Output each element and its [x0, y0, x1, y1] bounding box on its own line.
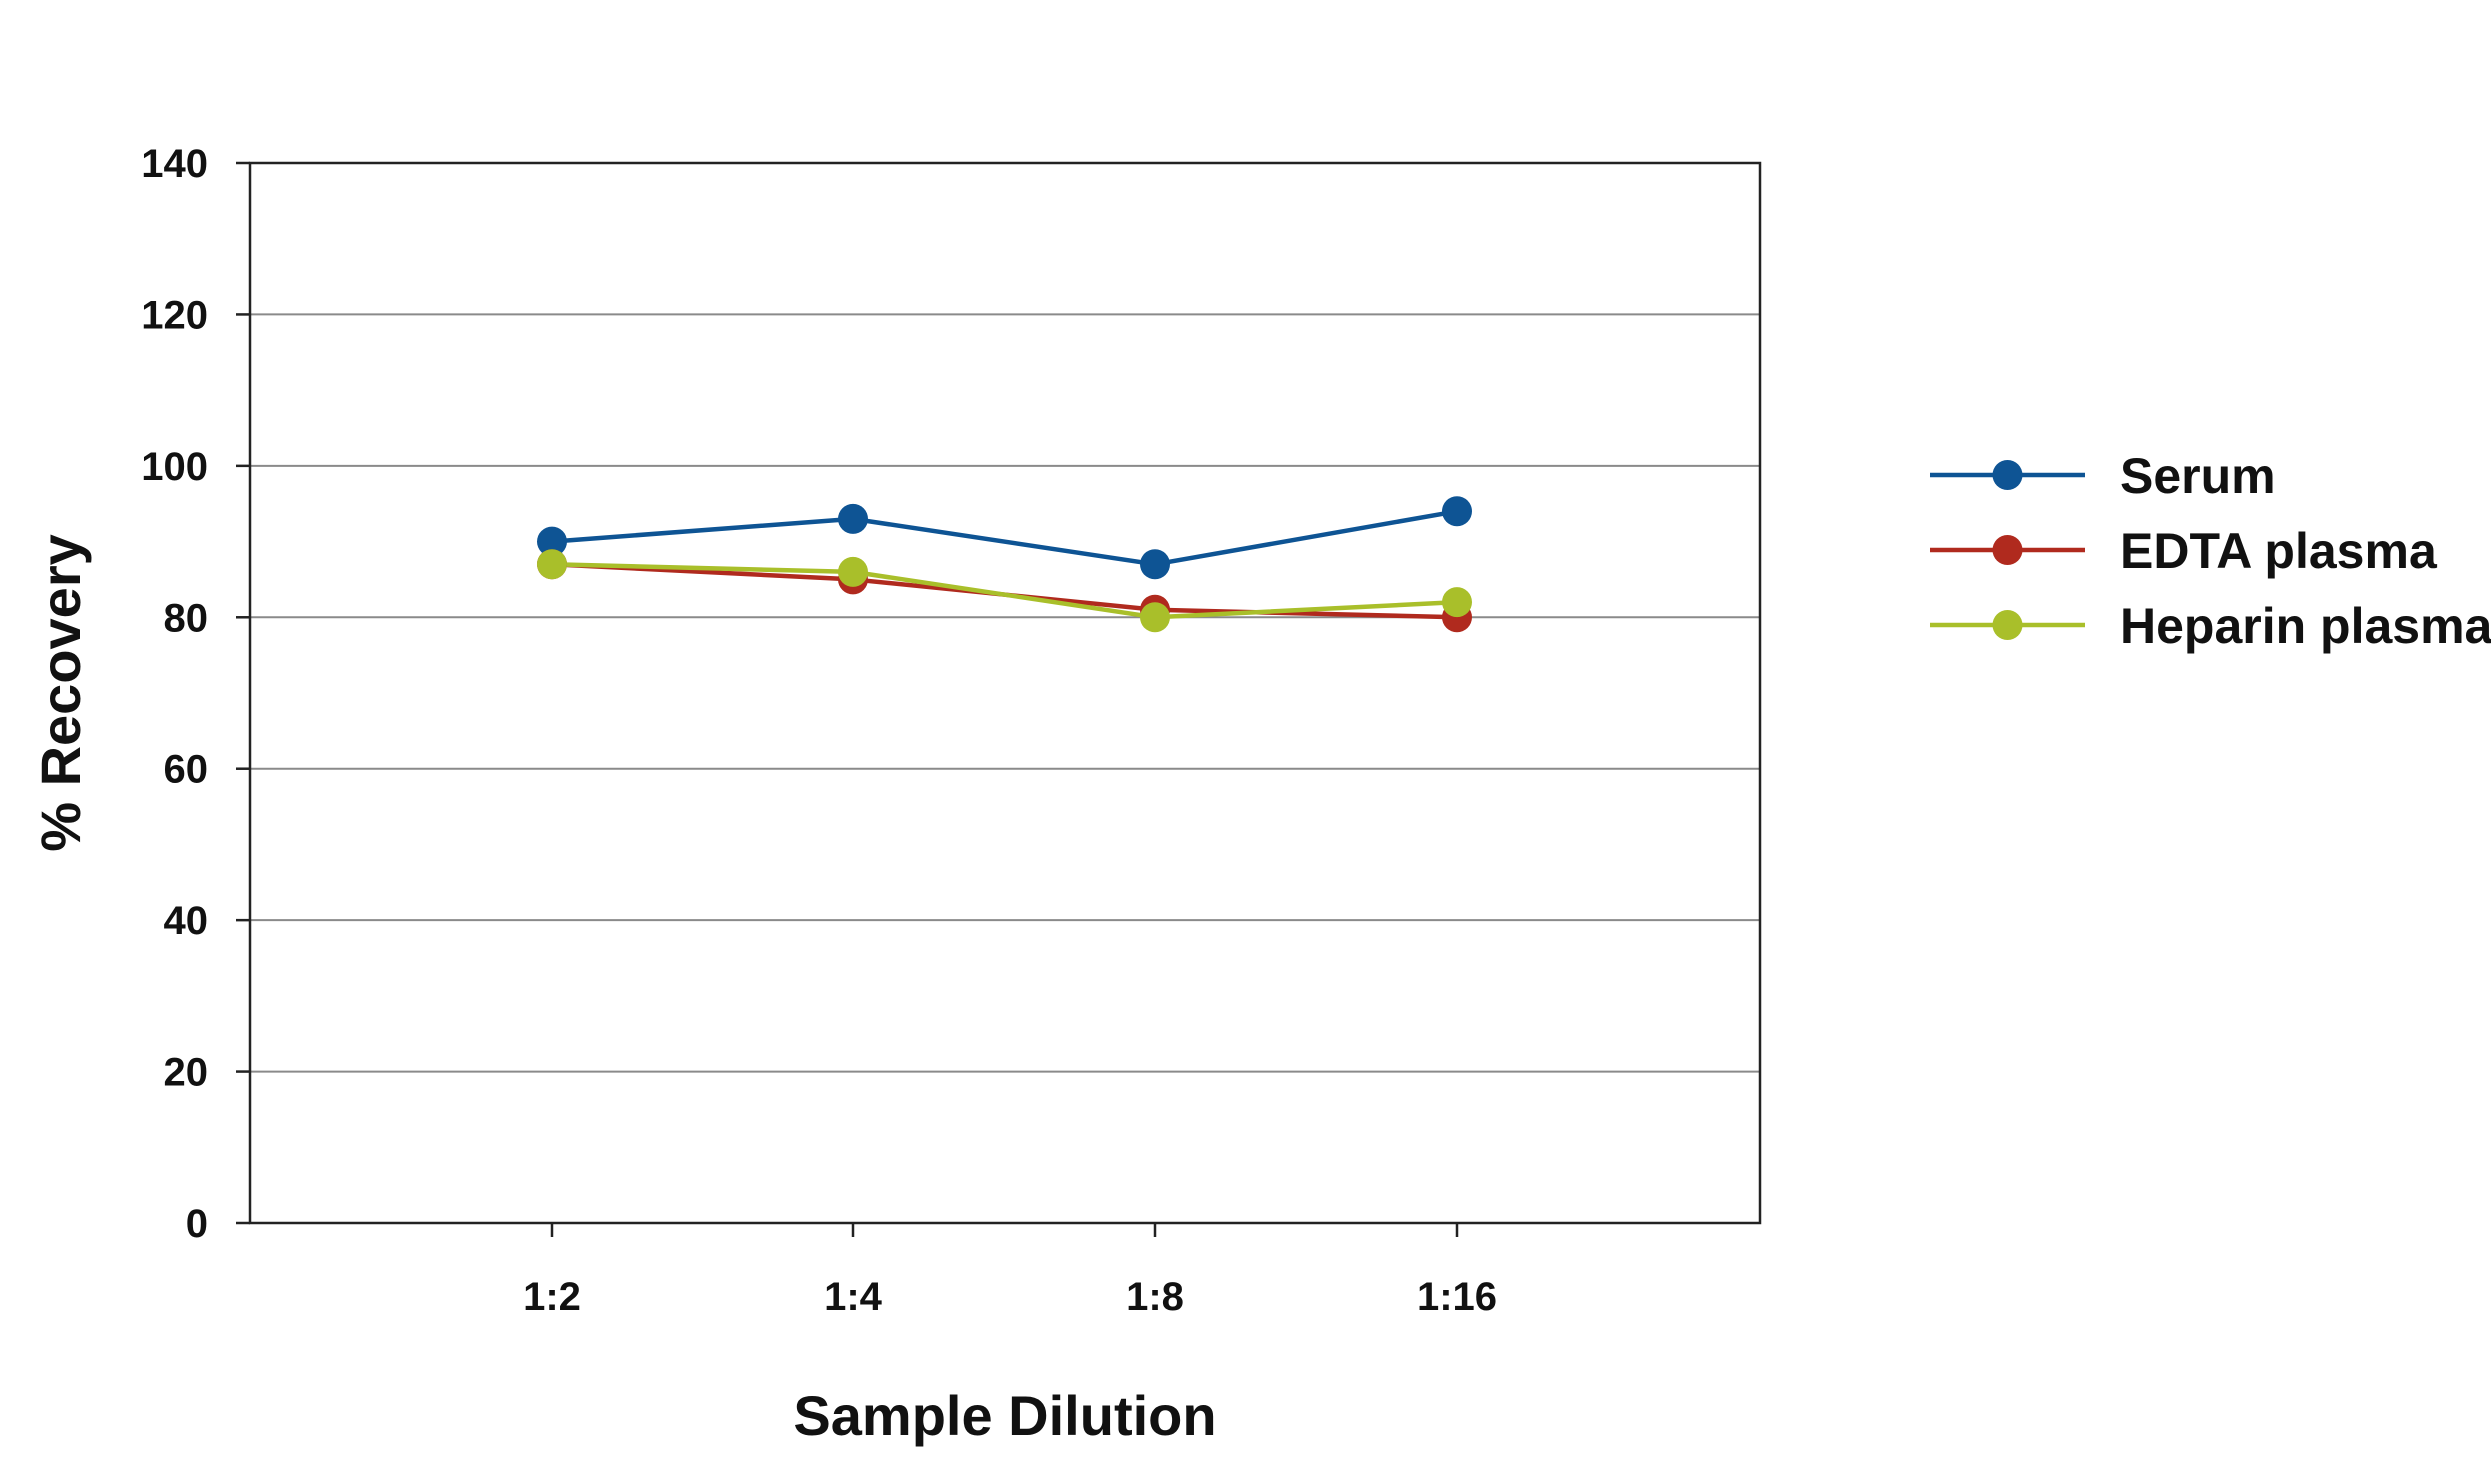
axes: 0 20 40 60 80 100 120 140 1:2 1:4 1:8 1:16 — [141, 142, 1497, 1319]
gridlines — [250, 313, 1760, 1073]
data-point-heparin-plasma — [1140, 602, 1170, 633]
series-layer — [537, 496, 1472, 633]
series-line-serum — [551, 509, 1458, 567]
legend-label: Heparin plasma — [2120, 598, 2491, 654]
legend-marker — [1992, 535, 2023, 565]
legend-label: Serum — [2120, 448, 2276, 504]
data-point-serum — [1442, 496, 1472, 527]
data-point-heparin-plasma — [537, 549, 567, 580]
y-tick-label: 20 — [164, 1051, 209, 1095]
plot-area-frame — [248, 161, 1762, 1225]
data-point-heparin-plasma — [1442, 587, 1472, 618]
data-point-serum — [537, 526, 567, 557]
x-tick-label: 1:4 — [824, 1275, 883, 1319]
y-tick-label: 0 — [186, 1202, 208, 1246]
x-tick-label: 1:2 — [523, 1275, 581, 1319]
legend-label: EDTA plasma — [2120, 523, 2438, 579]
legend: Serum EDTA plasma Heparin plasma — [1930, 448, 2491, 654]
series-line-heparin-plasma — [551, 562, 1458, 620]
x-tick-label: 1:8 — [1126, 1275, 1184, 1319]
y-tick-label: 140 — [141, 142, 208, 186]
y-tick-label: 80 — [164, 596, 209, 640]
legend-marker — [1992, 460, 2023, 490]
data-point-serum — [1140, 549, 1170, 580]
x-axis-title: Sample Dilution — [793, 1384, 1216, 1447]
data-point-heparin-plasma — [838, 556, 868, 587]
y-tick-label: 100 — [141, 445, 208, 489]
y-tick-label: 120 — [141, 293, 208, 337]
x-tick-label: 1:16 — [1417, 1275, 1497, 1319]
y-axis-title: % Recovery — [29, 534, 92, 852]
y-tick-label: 40 — [164, 899, 209, 943]
data-point-serum — [838, 503, 868, 534]
legend-marker — [1992, 610, 2023, 640]
y-tick-label: 60 — [164, 748, 209, 792]
